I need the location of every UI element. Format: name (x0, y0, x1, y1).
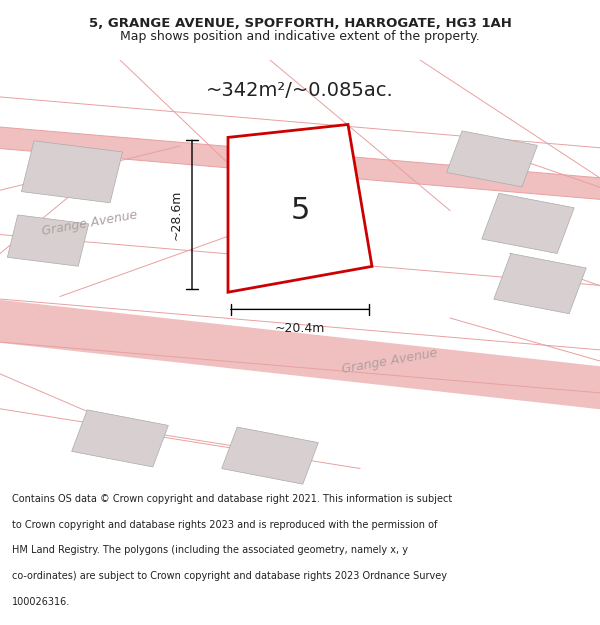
Polygon shape (0, 296, 600, 412)
Polygon shape (446, 131, 538, 187)
Text: Grange Avenue: Grange Avenue (341, 346, 439, 376)
Text: Map shows position and indicative extent of the property.: Map shows position and indicative extent… (120, 30, 480, 43)
Polygon shape (0, 124, 600, 202)
Polygon shape (228, 124, 372, 292)
Text: ~342m²/~0.085ac.: ~342m²/~0.085ac. (206, 81, 394, 99)
Polygon shape (221, 427, 319, 484)
Polygon shape (71, 410, 169, 467)
Text: 5: 5 (290, 196, 310, 225)
Text: 5, GRANGE AVENUE, SPOFFORTH, HARROGATE, HG3 1AH: 5, GRANGE AVENUE, SPOFFORTH, HARROGATE, … (89, 17, 511, 30)
Text: ~28.6m: ~28.6m (170, 189, 183, 240)
Text: 100026316.: 100026316. (12, 597, 70, 607)
Text: Grange Avenue: Grange Avenue (41, 209, 139, 238)
Text: Contains OS data © Crown copyright and database right 2021. This information is : Contains OS data © Crown copyright and d… (12, 494, 452, 504)
Text: to Crown copyright and database rights 2023 and is reproduced with the permissio: to Crown copyright and database rights 2… (12, 520, 437, 530)
Text: ~20.4m: ~20.4m (275, 322, 325, 335)
Polygon shape (7, 215, 89, 266)
Polygon shape (482, 193, 574, 254)
Text: HM Land Registry. The polygons (including the associated geometry, namely x, y: HM Land Registry. The polygons (includin… (12, 546, 408, 556)
Polygon shape (494, 254, 586, 314)
Polygon shape (22, 141, 122, 202)
Text: co-ordinates) are subject to Crown copyright and database rights 2023 Ordnance S: co-ordinates) are subject to Crown copyr… (12, 571, 447, 581)
